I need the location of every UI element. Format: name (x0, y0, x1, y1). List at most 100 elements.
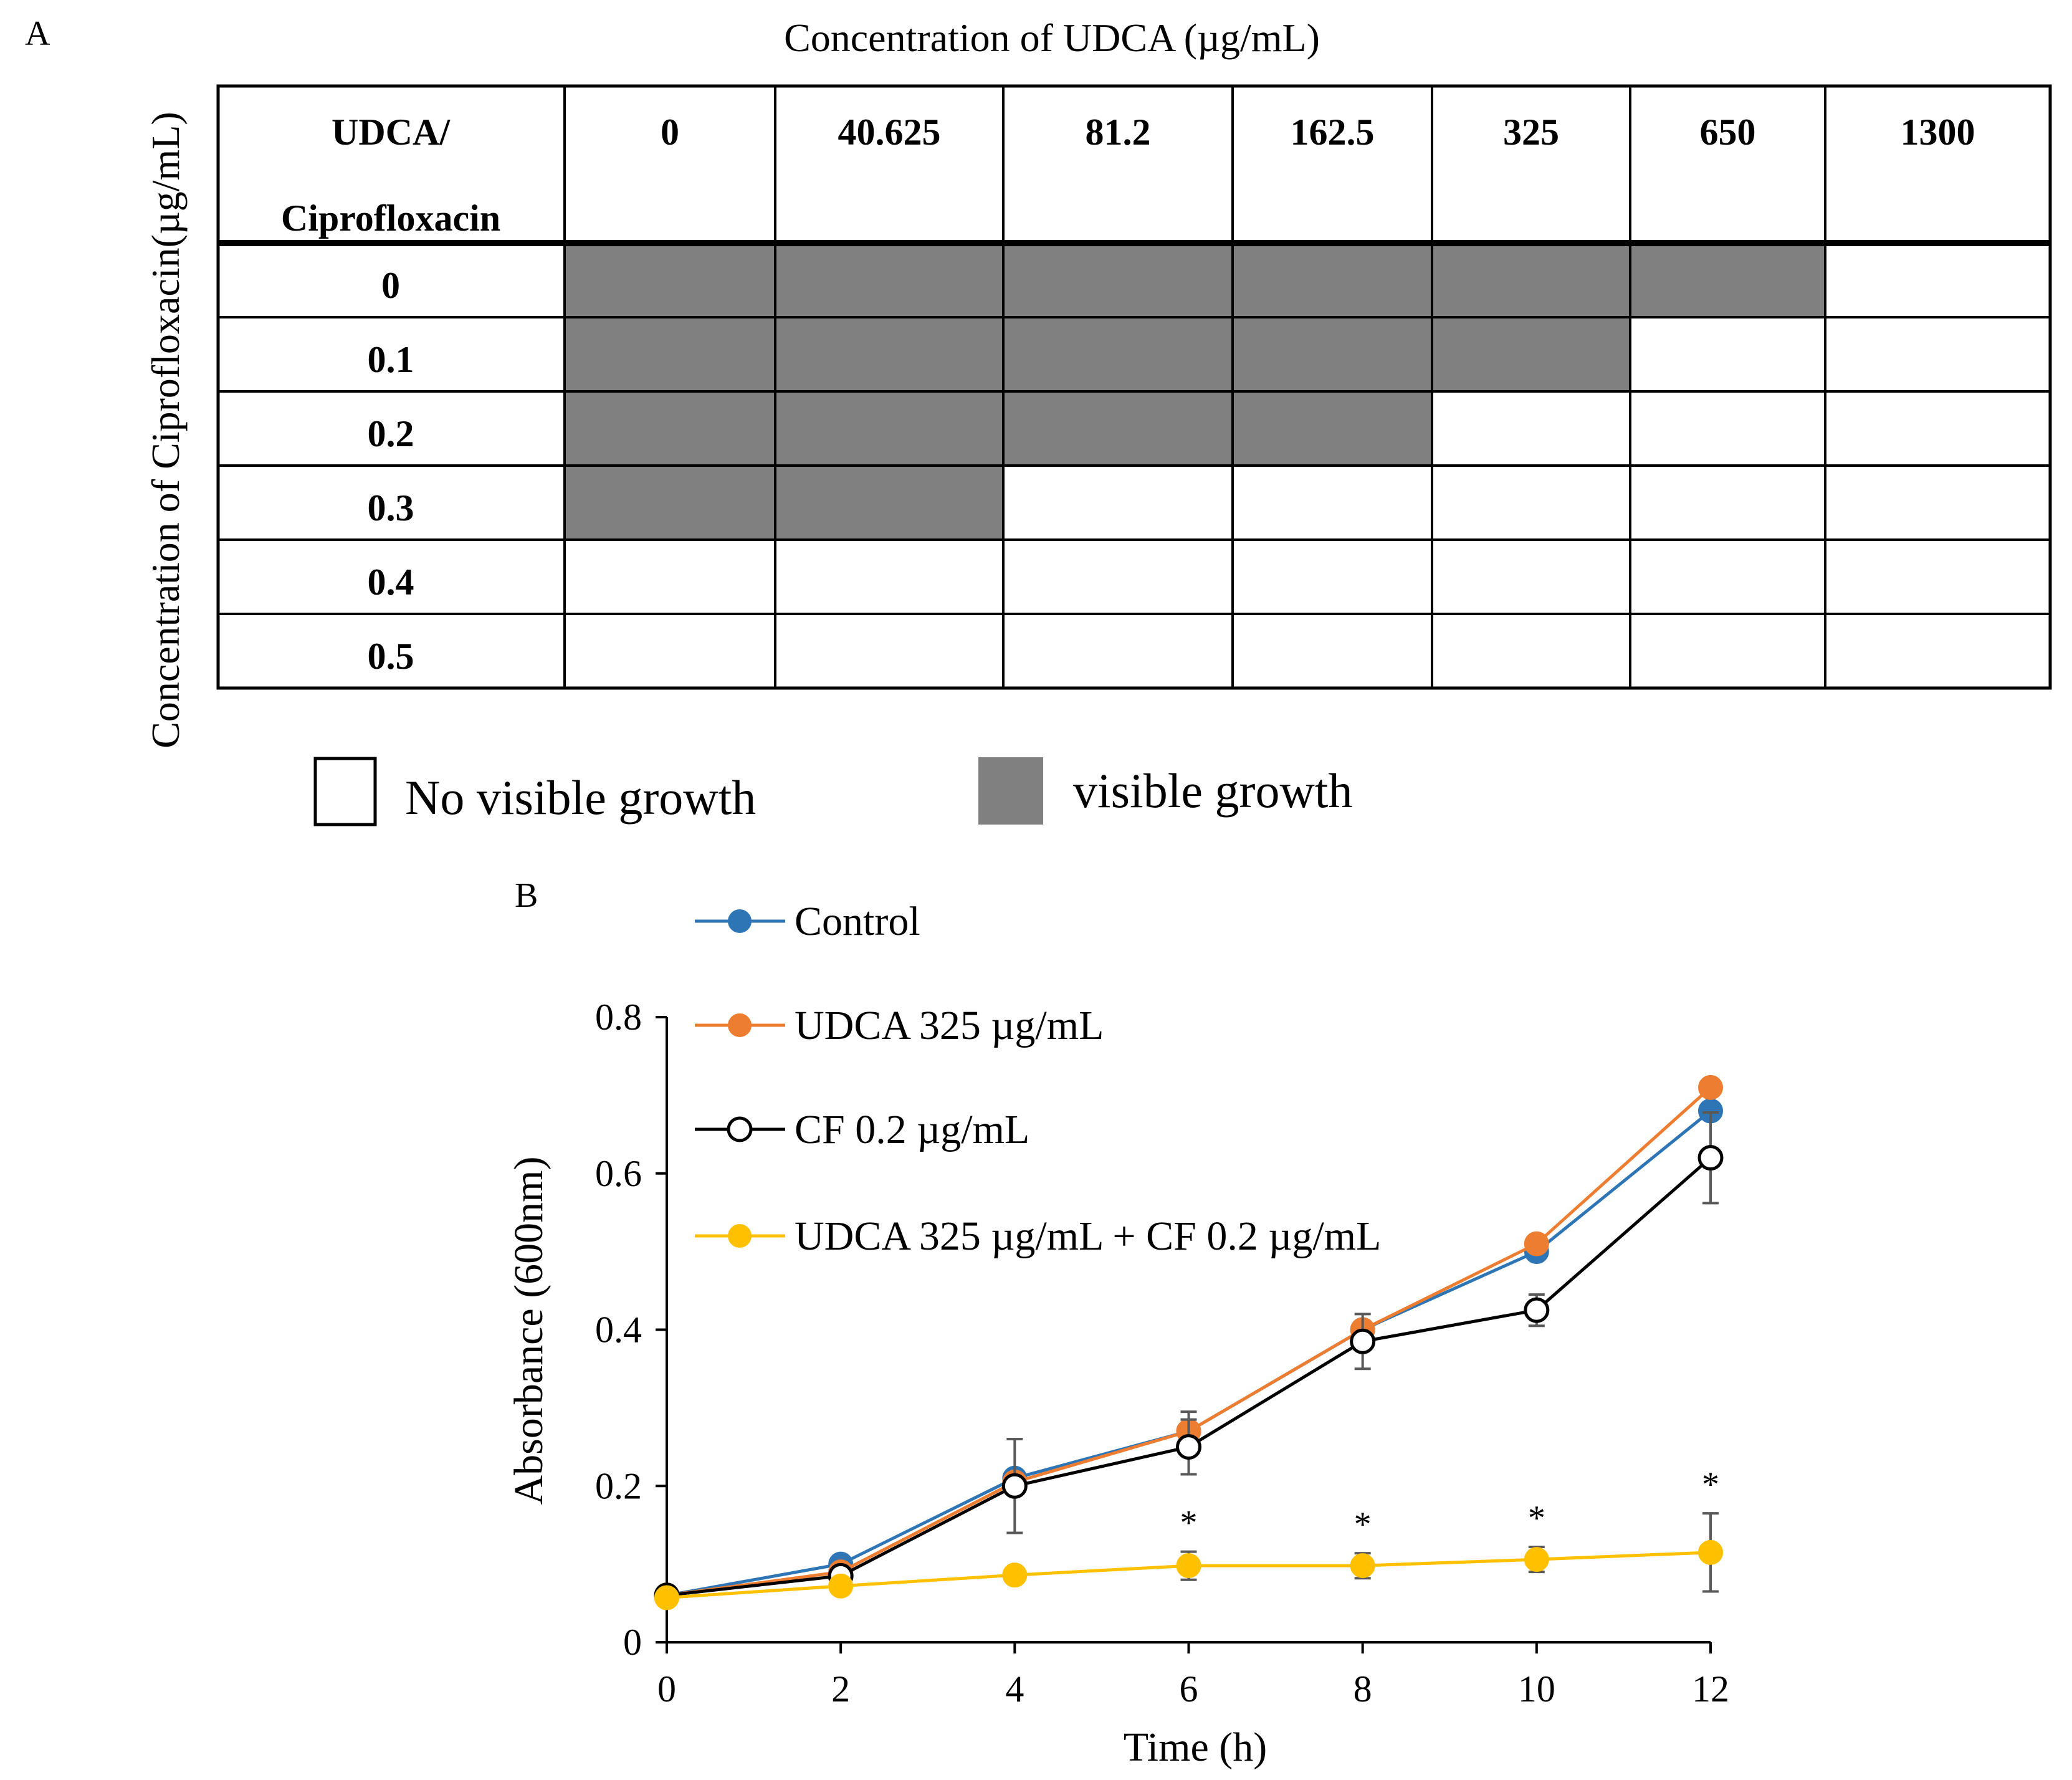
cell-row5-col4 (1432, 614, 1630, 688)
udca-axis-title: Concentration of UDCA (µg/mL) (784, 16, 1320, 60)
legend-label: UDCA 325 µg/mL + CF 0.2 µg/mL (795, 1213, 1381, 1259)
cell-row1-col0 (565, 317, 775, 391)
data-point (1698, 1074, 1723, 1100)
row-header: 0.1 (368, 339, 414, 380)
row-header: 0.3 (368, 487, 414, 529)
cell-row2-col1 (775, 391, 1003, 466)
cell-row3-col6 (1825, 466, 2050, 540)
series-3 (654, 1512, 1723, 1610)
cell-row4-col6 (1825, 540, 2050, 614)
cell-row2-col6 (1825, 391, 2050, 466)
x-tick-label: 4 (1005, 1668, 1024, 1710)
legend-label: UDCA 325 µg/mL (795, 1003, 1104, 1048)
legend-marker (728, 1224, 752, 1248)
row-header: 0 (381, 265, 400, 306)
y-tick-label: 0 (623, 1622, 642, 1663)
legend-growth-swatch (978, 757, 1043, 825)
data-point (1002, 1562, 1028, 1588)
cell-row1-col5 (1630, 317, 1825, 391)
y-axis-label: Absorbance (600nm) (506, 1156, 551, 1505)
data-point (654, 1585, 679, 1610)
cell-row5-col1 (775, 614, 1003, 688)
legend-marker (728, 1013, 752, 1037)
data-point (1524, 1297, 1550, 1323)
y-tick-label: 0.4 (595, 1309, 642, 1351)
legend-label: Control (795, 899, 920, 944)
column-header: 81.2 (1086, 112, 1151, 153)
panel-a: A Concentration of UDCA (µg/mL) Concentr… (25, 14, 2052, 826)
legend-no-growth-swatch (313, 757, 377, 826)
significance-asterisk: * (1528, 1499, 1545, 1538)
cell-row0-col2 (1003, 243, 1233, 317)
data-point (828, 1573, 854, 1599)
cell-row2-col4 (1432, 391, 1630, 466)
cell-row2-col2 (1003, 391, 1233, 466)
data-point (1524, 1547, 1549, 1572)
chart-legend: Control UDCA 325 µg/mL CF 0.2 µg/mL UDCA 32… (695, 899, 1381, 1259)
udca-column-headers: 0 40.625 81.2 162.5 325 650 1300 (661, 112, 1975, 153)
cell-row4-col4 (1432, 540, 1630, 614)
significance-asterisk: * (1180, 1504, 1198, 1543)
column-header: 0 (661, 112, 679, 153)
row-header: 0.5 (368, 636, 414, 677)
data-point (1176, 1434, 1201, 1460)
cell-row5-col6 (1825, 614, 2050, 688)
legend-growth-label: visible growth (1073, 763, 1352, 818)
cell-row3-col2 (1003, 466, 1233, 540)
x-tick-label: 2 (831, 1668, 850, 1710)
legend-marker (728, 909, 752, 933)
data-point (1350, 1553, 1375, 1579)
cell-row0-col4 (1432, 243, 1630, 317)
cell-row4-col3 (1233, 540, 1432, 614)
x-tick-label: 12 (1692, 1668, 1729, 1710)
data-point (1697, 1145, 1724, 1171)
y-tick-label: 0.2 (595, 1465, 642, 1506)
legend-no-growth-label: No visible growth (405, 770, 756, 825)
cell-row1-col1 (775, 317, 1003, 391)
cell-row1-col3 (1233, 317, 1432, 391)
cell-row5-col5 (1630, 614, 1825, 688)
cell-row3-col0 (565, 466, 775, 540)
x-axis-label: Time (h) (1124, 1725, 1267, 1770)
cell-row2-col0 (565, 391, 775, 466)
panel-b-label: B (515, 876, 538, 915)
chart-series (654, 1074, 1724, 1610)
cell-row4-col1 (775, 540, 1003, 614)
y-tick-label: 0.6 (595, 1153, 642, 1194)
checkerboard-cells (565, 243, 2050, 688)
column-header: 162.5 (1291, 112, 1375, 153)
data-point (1176, 1553, 1201, 1579)
data-point (1698, 1539, 1723, 1565)
cell-row1-col6 (1825, 317, 2050, 391)
panel-a-label: A (25, 14, 50, 53)
significance-asterisk: * (1354, 1505, 1372, 1544)
data-point (1350, 1328, 1376, 1354)
panel-b: B 0 2 4 6 8 10 12 0 0.2 0.4 0.6 0.8 * * * * Control UDC… (506, 876, 1729, 1770)
data-point (1001, 1473, 1028, 1499)
cell-row3-col4 (1432, 466, 1630, 540)
cell-row3-col5 (1630, 466, 1825, 540)
cell-row5-col3 (1233, 614, 1432, 688)
column-header: 1300 (1901, 112, 1975, 153)
column-header: 40.625 (838, 112, 941, 153)
column-header: 650 (1700, 112, 1756, 153)
cell-row3-col1 (775, 466, 1003, 540)
table-border (216, 84, 2052, 690)
corner-header-udca: UDCA/ (332, 112, 451, 153)
significance-markers: * * * * (1180, 1465, 1720, 1544)
ciprofloxacin-row-headers: 0 0.1 0.2 0.3 0.4 0.5 (368, 265, 414, 677)
cell-row4-col0 (565, 540, 775, 614)
significance-asterisk: * (1702, 1465, 1719, 1504)
x-tick-label: 0 (657, 1668, 676, 1710)
cell-row5-col2 (1003, 614, 1233, 688)
cell-row1-col2 (1003, 317, 1233, 391)
cell-row4-col2 (1003, 540, 1233, 614)
x-tick-label: 6 (1180, 1668, 1198, 1710)
checkerboard-grid (216, 84, 2052, 690)
cell-row0-col1 (775, 243, 1003, 317)
cell-row0-col5 (1630, 243, 1825, 317)
column-header: 325 (1503, 112, 1559, 153)
legend-label: CF 0.2 µg/mL (795, 1107, 1029, 1152)
cell-row0-col3 (1233, 243, 1432, 317)
